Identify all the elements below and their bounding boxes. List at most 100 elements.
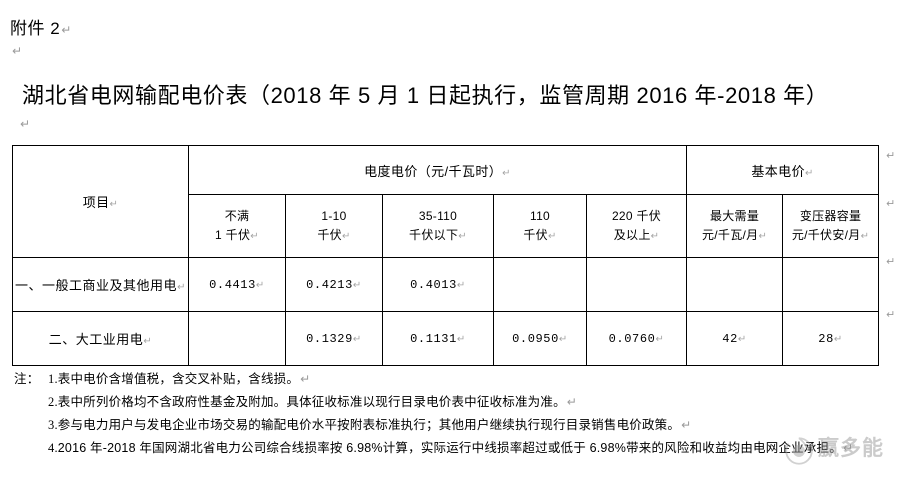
notes-section: 注： 1.表中电价含增值税，含交叉补贴，含线损。↵ 2.表中所列价格均不含政府性基… bbox=[14, 368, 909, 460]
cell-paragraph-mark-icon: ↵ bbox=[655, 333, 665, 345]
cell-paragraph-mark-icon: ↵ bbox=[650, 231, 660, 242]
note-text: 参与电力用户与发电企业市场交易的输配电价水平按附表标准执行；其他用户继续执行现行… bbox=[57, 418, 681, 432]
cell-paragraph-mark-icon: ↵ bbox=[341, 231, 351, 242]
paragraph-mark-icon: ↵ bbox=[886, 256, 896, 268]
paragraph-mark-icon: ↵ bbox=[842, 441, 854, 455]
cell-paragraph-mark-icon: ↵ bbox=[458, 231, 467, 242]
attachment-label-text: 附件 2 bbox=[10, 19, 61, 38]
cell-r0-c3 bbox=[493, 257, 587, 312]
cell-paragraph-mark-icon: ↵ bbox=[456, 279, 466, 291]
header-group-energy-price: 电度电价（元/千瓦时）↵ bbox=[187, 145, 688, 195]
cell-value: 0.0950 bbox=[512, 331, 559, 346]
row-label-text: 二、大工业用电 bbox=[48, 332, 144, 347]
cell-r1-c1: 0.1329↵ bbox=[285, 311, 383, 366]
header-voltage-1-10kv: 1-10 千伏↵ bbox=[285, 194, 383, 258]
attachment-label: 附件 2↵ bbox=[10, 14, 72, 39]
header-line-2-text: 千伏 bbox=[317, 228, 342, 242]
cell-paragraph-mark-icon: ↵ bbox=[352, 279, 362, 291]
paragraph-mark-icon: ↵ bbox=[886, 150, 896, 162]
cell-r0-c6 bbox=[782, 257, 880, 312]
header-line-2-text: 千伏 bbox=[523, 228, 548, 242]
cell-r0-c2: 0.4013↵ bbox=[382, 257, 494, 312]
note-item-1: 注： 1.表中电价含增值税，含交叉补贴，含线损。↵ bbox=[14, 368, 909, 391]
header-item-label: 项目 bbox=[82, 195, 110, 210]
cell-r1-c6: 28↵ bbox=[782, 311, 880, 366]
header-voltage-under-1kv: 不满 1 千伏↵ bbox=[188, 194, 286, 258]
header-group-energy-price-label: 电度电价（元/千瓦时） bbox=[364, 163, 503, 179]
table-header-sub-row: 不满 1 千伏↵ 1-10 千伏↵ 35-110 千伏以下↵ 110 千伏↵ 2… bbox=[13, 194, 880, 258]
cell-r1-c3: 0.0950↵ bbox=[493, 311, 587, 366]
row-label-text: 一、一般工商业及其他用电 bbox=[15, 278, 178, 293]
header-line-2-text: 及以上 bbox=[613, 228, 651, 242]
header-line-2: 及以上↵ bbox=[587, 226, 686, 245]
header-line-2-text: 元/千伏安/月 bbox=[791, 228, 861, 242]
header-line-2-text: 1 千伏 bbox=[215, 228, 251, 242]
notes-prefix: 注： bbox=[14, 372, 40, 386]
paragraph-mark-icon: ↵ bbox=[61, 23, 72, 37]
cell-paragraph-mark-icon: ↵ bbox=[547, 231, 557, 242]
header-voltage-35-110kv: 35-110 千伏以下↵ bbox=[382, 194, 494, 258]
cell-paragraph-mark-icon: ↵ bbox=[456, 333, 466, 345]
note-item-4: 4.2016 年-2018 年国网湖北省电力公司综合线损率按 6.98%计算，实… bbox=[14, 437, 909, 460]
cell-r0-c0: 0.4413↵ bbox=[188, 257, 286, 312]
note-item-3: 3.参与电力用户与发电企业市场交易的输配电价水平按附表标准执行；其他用户继续执行… bbox=[14, 414, 909, 437]
cell-paragraph-mark-icon: ↵ bbox=[860, 231, 870, 242]
header-line-1: 220 千伏 bbox=[611, 209, 662, 224]
cell-value: 0.4413 bbox=[209, 277, 256, 292]
cell-paragraph-mark-icon: ↵ bbox=[143, 336, 153, 347]
header-line-2: 1 千伏↵ bbox=[189, 226, 285, 245]
note-item-2: 2.表中所列价格均不含政府性基金及附加。具体征收标准以现行目录电价表中征收标准为… bbox=[14, 391, 909, 414]
cell-value: 42 bbox=[722, 331, 738, 346]
table-row: 二、大工业用电↵ 0.1329↵ 0.1131↵ 0.0950↵ 0.0760↵… bbox=[12, 311, 880, 366]
header-line-2-text: 元/千瓦/月 bbox=[701, 228, 759, 242]
header-line-1: 最大需量 bbox=[709, 209, 760, 224]
row-label-general-commercial: 一、一般工商业及其他用电↵ bbox=[12, 257, 189, 312]
header-line-2: 元/千伏安/月↵ bbox=[783, 226, 878, 245]
note-number: 3. bbox=[48, 418, 58, 432]
price-table: 项目↵ 电度电价（元/千瓦时）↵ 基本电价↵ 不满 1 千伏↵ 1-10 千伏↵ bbox=[12, 145, 880, 366]
cell-paragraph-mark-icon: ↵ bbox=[558, 333, 568, 345]
page-title: 湖北省电网输配电价表（2018 年 5 月 1 日起执行，监管周期 2016 年… bbox=[22, 78, 902, 110]
note-number: 2. bbox=[48, 395, 58, 409]
header-transformer-capacity: 变压器容量 元/千伏安/月↵ bbox=[782, 194, 880, 258]
paragraph-mark-icon: ↵ bbox=[681, 418, 692, 432]
cell-paragraph-mark-icon: ↵ bbox=[109, 199, 119, 210]
cell-value: 28 bbox=[818, 331, 834, 346]
cell-value: 0.1131 bbox=[410, 331, 457, 346]
header-item: 项目↵ bbox=[12, 145, 189, 258]
cell-r1-c5: 42↵ bbox=[686, 311, 784, 366]
header-line-1: 变压器容量 bbox=[799, 209, 862, 224]
header-line-2: 千伏↵ bbox=[286, 226, 382, 245]
cell-value: 0.0760 bbox=[608, 331, 656, 346]
paragraph-mark-icon: ↵ bbox=[566, 395, 578, 409]
header-group-basic-price-label: 基本电价 bbox=[751, 163, 805, 179]
cell-paragraph-mark-icon: ↵ bbox=[352, 333, 362, 345]
cell-r0-c1: 0.4213↵ bbox=[285, 257, 383, 312]
paragraph-mark-icon: ↵ bbox=[300, 372, 311, 386]
note-text: 表中电价含增值税，含交叉补贴，含线损。 bbox=[57, 372, 300, 386]
header-voltage-110kv: 110 千伏↵ bbox=[493, 194, 587, 258]
page-title-text: 湖北省电网输配电价表（2018 年 5 月 1 日起执行，监管周期 2016 年… bbox=[22, 83, 829, 108]
paragraph-mark-icon: ↵ bbox=[886, 309, 896, 321]
cell-value: 0.4213 bbox=[306, 277, 353, 292]
cell-paragraph-mark-icon: ↵ bbox=[502, 167, 511, 179]
cell-paragraph-mark-icon: ↵ bbox=[177, 282, 186, 293]
header-line-2: 千伏↵ bbox=[494, 226, 586, 245]
note-number: 1. bbox=[48, 372, 58, 386]
cell-paragraph-mark-icon: ↵ bbox=[758, 231, 768, 242]
header-line-1: 1-10 bbox=[321, 209, 347, 224]
header-line-2-text: 千伏以下 bbox=[409, 228, 459, 242]
header-line-2: 元/千瓦/月↵ bbox=[687, 226, 782, 245]
cell-paragraph-mark-icon: ↵ bbox=[833, 333, 843, 345]
cell-paragraph-mark-icon: ↵ bbox=[250, 231, 259, 242]
header-line-2: 千伏以下↵ bbox=[383, 226, 493, 245]
note-text: 2016 年-2018 年国网湖北省电力公司综合线损率按 6.98%计算，实际运… bbox=[57, 441, 842, 455]
cell-paragraph-mark-icon: ↵ bbox=[804, 167, 814, 179]
cell-r1-c0 bbox=[188, 311, 286, 366]
header-line-1: 不满 bbox=[224, 209, 250, 224]
cell-r0-c4 bbox=[585, 257, 688, 312]
header-line-1: 110 bbox=[529, 209, 551, 224]
title-paragraph-mark-icon: ↵ bbox=[20, 117, 31, 131]
note-number: 4. bbox=[48, 441, 58, 455]
